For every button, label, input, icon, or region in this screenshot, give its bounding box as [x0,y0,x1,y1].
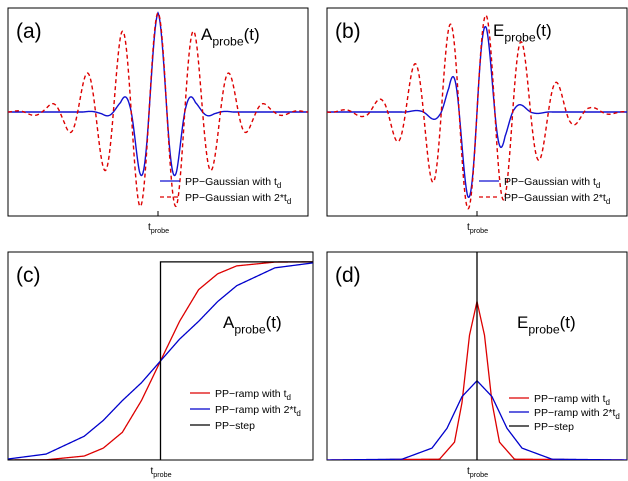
legend-label-2: PP−ramp with 2*td [215,404,301,418]
panel-label: (c) [16,264,41,287]
panel-title-main: E [517,313,528,332]
panel-title-tail: (t) [536,21,552,40]
legend-label-3: PP−step [534,421,574,433]
x-tick-label-sub: probe [470,226,488,235]
series-line-2 [327,14,627,210]
series-line-3 [8,261,313,460]
legend-label-main: PP−ramp with 2*t [215,404,296,416]
legend-label-main: PP−ramp with 2*t [534,407,615,419]
x-tick-label: tprobe [467,222,488,235]
x-tick-label-main: t [148,222,151,233]
legend-label-main: PP−Gaussian with 2*t [504,192,606,204]
legend-label-sub: d [606,398,610,407]
legend-label-1: PP−ramp with td [534,393,610,407]
legend-label-2: PP−Gaussian with 2*td [185,192,291,206]
panel-title-main: E [493,21,504,40]
series-line-1 [8,11,308,177]
legend-label-main: PP−Gaussian with 2*t [185,192,287,204]
panel-label: (a) [16,20,42,43]
panel-title-tail: (t) [244,25,260,44]
legend-label-main: PP−Gaussian with t [504,176,596,188]
legend-label-sub: d [277,181,281,190]
legend-label-main: PP−step [215,420,255,432]
panel-title-sub: probe [212,34,243,48]
panel-label: (d) [335,264,361,287]
legend-label-sub: d [615,412,619,421]
legend-label-sub: d [287,197,291,206]
legend-label-1: PP−ramp with td [215,388,291,402]
series-line-1 [327,25,627,199]
legend-label-1: PP−Gaussian with td [504,176,600,190]
legend-label-main: PP−Gaussian with t [185,176,277,188]
panel-label: (b) [335,20,361,43]
plot-area [327,252,627,460]
x-tick-label-sub: probe [470,470,488,479]
legend-label-2: PP−Gaussian with 2*td [504,192,610,206]
panel-title: Aprobe(t) [201,25,260,48]
legend-label-sub: d [596,181,600,190]
x-tick-label-sub: probe [153,470,171,479]
x-tick-label-main: t [467,222,470,233]
panel-title-tail: (t) [266,313,282,332]
panel-title: Eprobe(t) [517,313,576,336]
x-tick-label: tprobe [467,466,488,479]
x-tick-label-main: t [467,466,470,477]
x-tick-label: tprobe [148,222,169,235]
series-line-2 [8,12,308,208]
legend-label-main: PP−ramp with t [534,393,606,405]
legend-label-sub: d [287,393,291,402]
panel-title-tail: (t) [560,313,576,332]
plot-area [8,261,313,460]
plot-area [8,11,308,208]
panel-title-sub: probe [528,322,559,336]
x-tick-label-sub: probe [151,226,169,235]
panel-title-main: A [201,25,213,44]
panel-title-main: A [223,313,235,332]
x-tick-label: tprobe [151,466,172,479]
panel-title-sub: probe [504,30,535,44]
panel-title: Aprobe(t) [223,313,282,336]
plot-area [327,14,627,210]
legend-label-1: PP−Gaussian with td [185,176,281,190]
legend-label-2: PP−ramp with 2*td [534,407,620,421]
legend-label-3: PP−step [215,420,255,432]
panel-title-sub: probe [234,322,265,336]
legend-label-sub: d [296,409,300,418]
panel-title: Eprobe(t) [493,21,552,44]
x-tick-label-main: t [151,466,154,477]
legend-label-sub: d [606,197,610,206]
legend-label-main: PP−ramp with t [215,388,287,400]
legend-label-main: PP−step [534,421,574,433]
